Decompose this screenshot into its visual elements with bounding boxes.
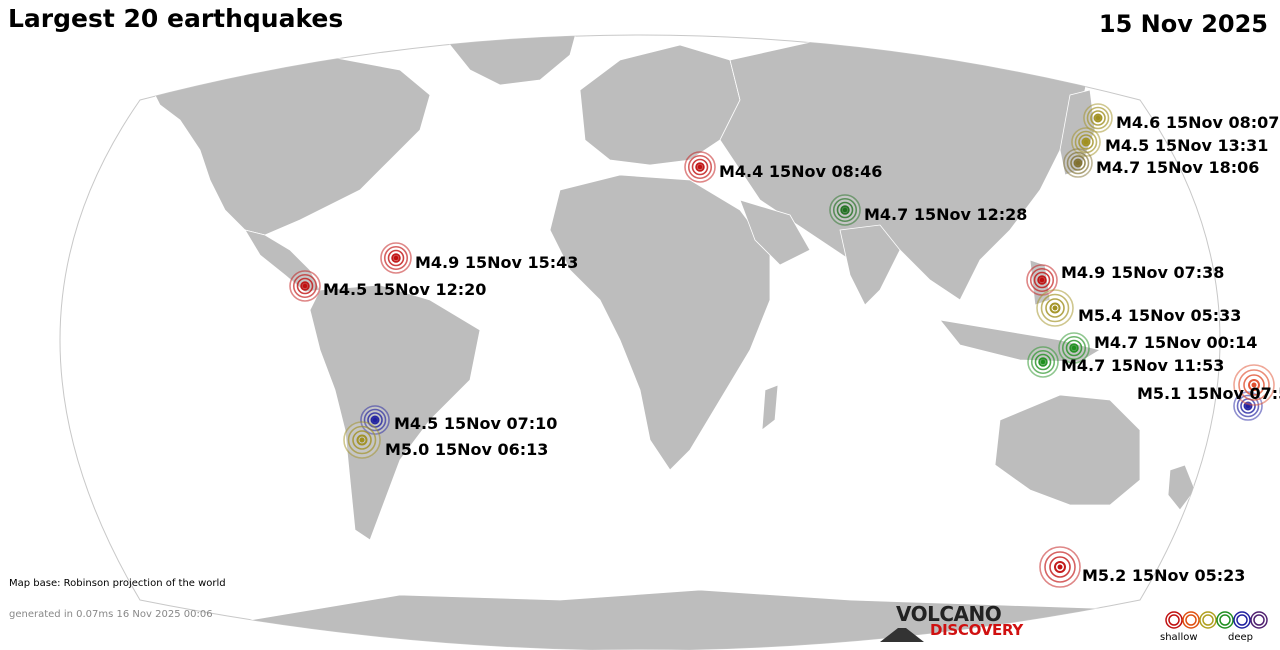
- earthquake-marker[interactable]: [1063, 148, 1093, 178]
- landmass-australia: [994, 394, 1141, 506]
- earthquake-label[interactable]: M4.5 15Nov 13:31: [1105, 136, 1269, 155]
- earthquake-marker[interactable]: [380, 242, 412, 274]
- earthquake-label[interactable]: M4.5 15Nov 07:10: [394, 414, 558, 433]
- legend-shallow-label: shallow: [1160, 632, 1198, 643]
- earthquake-label[interactable]: M4.9 15Nov 07:38: [1061, 263, 1225, 282]
- legend-ring: [1253, 614, 1265, 626]
- legend-ring: [1250, 611, 1268, 629]
- earthquake-marker[interactable]: [1083, 103, 1113, 133]
- earthquake-marker[interactable]: [289, 270, 321, 302]
- legend-ring: [1165, 611, 1183, 629]
- earthquake-marker[interactable]: [1027, 346, 1059, 378]
- volcano-discovery-logo[interactable]: VOLCANO DISCOVERY: [880, 602, 1040, 644]
- earthquake-label[interactable]: M4.7 15Nov 18:06: [1096, 158, 1260, 177]
- map-date: 15 Nov 2025: [1098, 10, 1268, 38]
- landmass-north-america: [149, 54, 431, 236]
- depth-legend: shallow deep: [1158, 608, 1268, 648]
- landmass-south-america: [309, 284, 481, 541]
- earthquake-marker[interactable]: [1058, 332, 1090, 364]
- landmass-arabia: [739, 199, 811, 266]
- legend-ring: [1185, 614, 1197, 626]
- earthquake-label[interactable]: M5.4 15Nov 05:33: [1078, 306, 1242, 325]
- legend-ring: [1233, 611, 1251, 629]
- map-base-credit: Map base: Robinson projection of the wor…: [9, 578, 226, 589]
- earthquake-marker[interactable]: [360, 405, 390, 435]
- earthquake-label[interactable]: M5.1 15Nov 07:52: [1137, 384, 1280, 403]
- earthquake-label[interactable]: M4.7 15Nov 00:14: [1094, 333, 1258, 352]
- landmass-greenland: [439, 35, 581, 86]
- earthquake-label[interactable]: M4.4 15Nov 08:46: [719, 162, 883, 181]
- generated-timestamp: generated in 0.07ms 16 Nov 2025 00:06: [9, 609, 213, 620]
- earthquake-label[interactable]: M4.7 15Nov 11:53: [1061, 356, 1225, 375]
- legend-ring: [1182, 611, 1200, 629]
- legend-ring: [1219, 614, 1231, 626]
- legend-ring: [1216, 611, 1234, 629]
- earthquake-label[interactable]: M4.5 15Nov 12:20: [323, 280, 487, 299]
- legend-ring: [1199, 611, 1217, 629]
- earthquake-markers: [289, 103, 1275, 588]
- earthquake-marker[interactable]: [684, 151, 716, 183]
- landmass-africa: [549, 174, 771, 471]
- earthquake-label[interactable]: M5.0 15Nov 06:13: [385, 440, 549, 459]
- earthquake-marker[interactable]: [1039, 546, 1081, 588]
- landmass-india: [839, 224, 901, 306]
- earthquake-marker[interactable]: [1233, 364, 1275, 406]
- page-title: Largest 20 earthquakes: [8, 4, 344, 33]
- earthquake-label[interactable]: M5.2 15Nov 05:23: [1082, 566, 1246, 585]
- earthquake-label[interactable]: M4.6 15Nov 08:07: [1116, 113, 1280, 132]
- legend-ring: [1202, 614, 1214, 626]
- earthquake-marker[interactable]: [343, 421, 381, 459]
- legend-ring: [1168, 614, 1180, 626]
- legend-rings: [1165, 611, 1268, 629]
- earthquake-marker[interactable]: [1036, 289, 1074, 327]
- earthquake-label[interactable]: M4.9 15Nov 15:43: [415, 253, 579, 272]
- legend-ring: [1236, 614, 1248, 626]
- landmass-madagascar: [761, 384, 779, 431]
- logo-line-2: DISCOVERY: [930, 621, 1023, 639]
- logo-line-1: VOLCANO: [896, 602, 1002, 626]
- volcano-icon: [880, 628, 924, 642]
- earthquake-label[interactable]: M4.7 15Nov 12:28: [864, 205, 1028, 224]
- earthquake-marker[interactable]: [829, 194, 861, 226]
- legend-deep-label: deep: [1228, 632, 1253, 643]
- landmass-new-zealand: [1167, 464, 1196, 511]
